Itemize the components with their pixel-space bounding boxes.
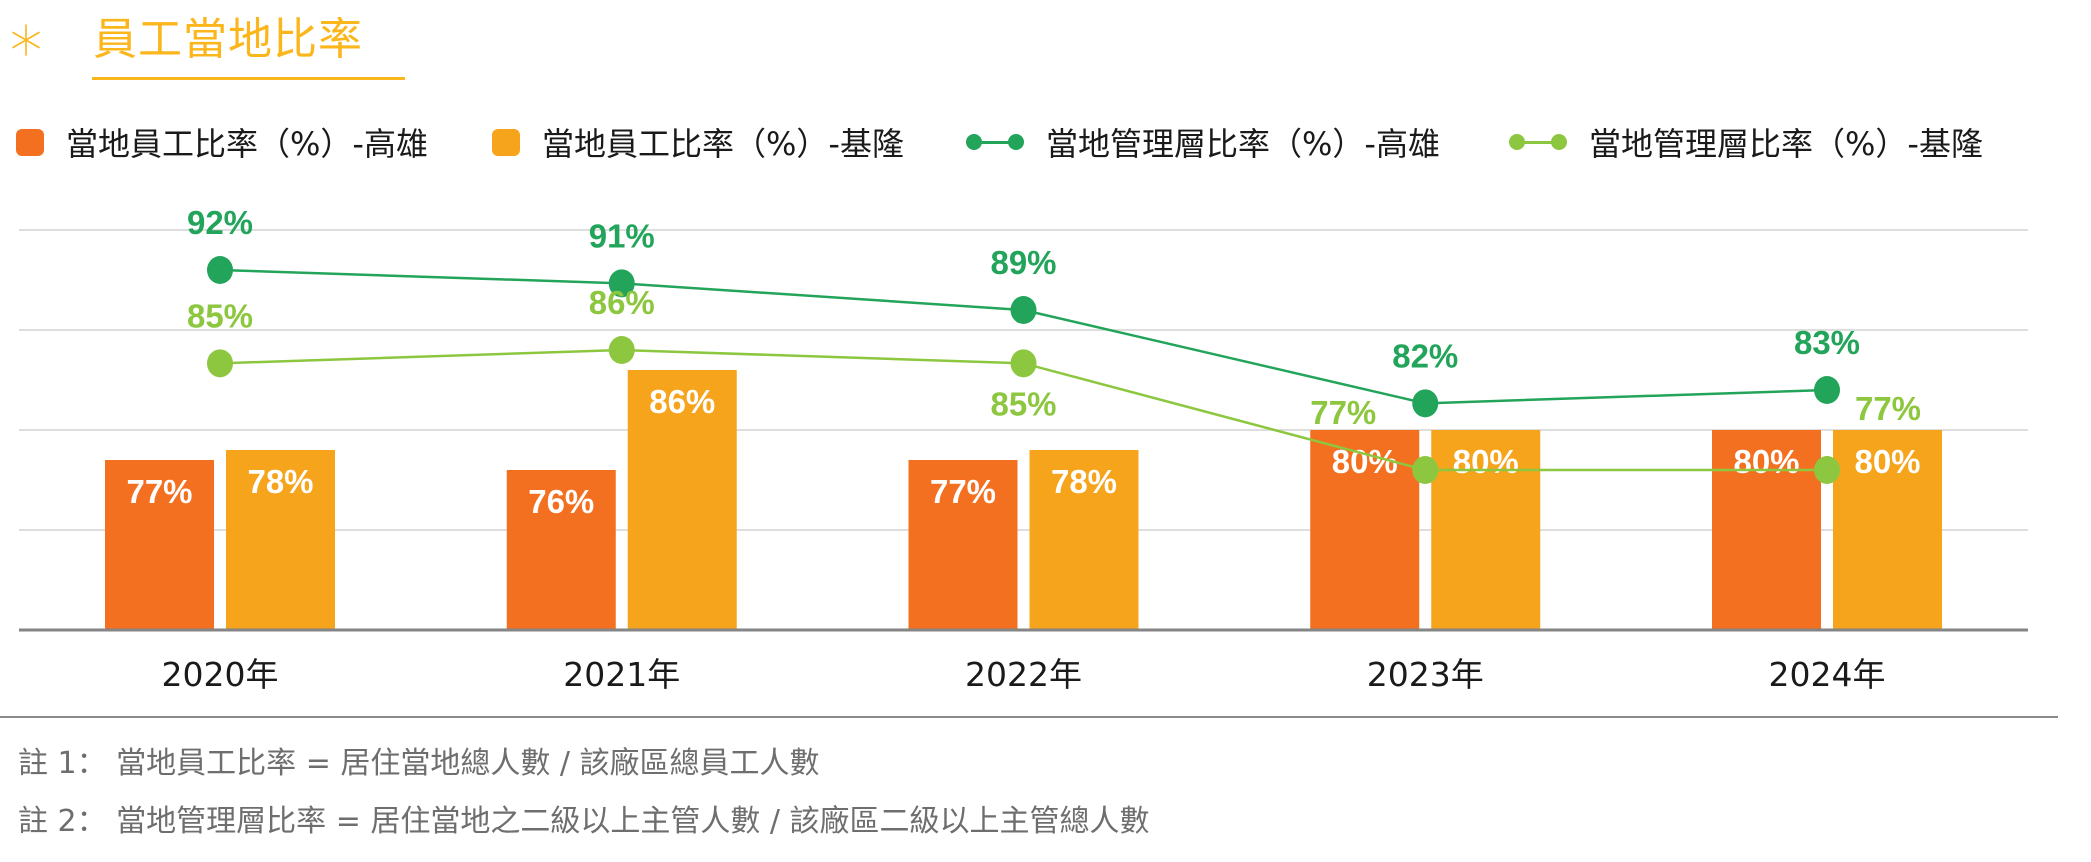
line-data-label: 86% — [589, 284, 655, 321]
legend-item-kaohsiung-employee: 當地員工比率（%）-高雄 — [16, 122, 428, 163]
bar-data-label: 76% — [528, 483, 594, 520]
bar — [1712, 430, 1821, 630]
legend-label: 當地員工比率（%）-高雄 — [66, 125, 428, 163]
bar — [627, 370, 737, 630]
bar — [908, 460, 1018, 630]
bar-data-label: 78% — [1051, 463, 1117, 500]
yellow-square-icon — [492, 128, 520, 156]
chart-legend: 當地員工比率（%）-高雄 當地員工比率（%）-基隆 當地管理層比率（%）-高雄 … — [0, 122, 2091, 163]
bar-data-label: 80% — [1733, 443, 1799, 480]
bar-data-label: 80% — [1453, 443, 1519, 480]
bar — [1029, 450, 1139, 630]
line-point — [1010, 349, 1037, 378]
x-tick-label: 2020年 — [162, 655, 279, 694]
line-point — [1010, 296, 1037, 324]
x-tick-label: 2021年 — [563, 655, 680, 694]
line-point — [1814, 456, 1840, 484]
line-data-label: 77% — [1855, 390, 1921, 427]
title-underline — [92, 77, 405, 80]
line-data-label: 85% — [990, 385, 1056, 422]
x-tick-label: 2024年 — [1769, 655, 1886, 694]
light-green-line-marker-icon — [1509, 132, 1567, 152]
dark-green-line-marker-icon — [966, 132, 1024, 152]
kaohsiung-management-line — [219, 268, 1828, 405]
line-point — [207, 349, 233, 378]
bar — [105, 460, 214, 630]
legend-item-kaohsiung-management: 當地管理層比率（%）-高雄 — [966, 122, 1440, 163]
legend-label: 當地管理層比率（%）-基隆 — [1589, 125, 1983, 163]
orange-square-icon — [16, 128, 44, 156]
line-point — [1412, 389, 1439, 418]
asterisk-icon — [12, 24, 40, 56]
line-data-label: 83% — [1794, 324, 1860, 361]
footer-separator — [0, 716, 2058, 718]
line-data-label: 82% — [1392, 337, 1458, 374]
note-1: 註 1： 當地員工比率 = 居住當地總人數 / 該廠區總員工人數 — [18, 746, 820, 781]
x-tick-label: 2023年 — [1367, 655, 1484, 694]
line-data-label: 85% — [187, 297, 253, 334]
chart-title: 員工當地比率 — [93, 14, 363, 65]
bar — [1431, 430, 1541, 630]
line-data-label: 89% — [990, 244, 1056, 281]
bar — [226, 450, 335, 630]
bar-data-label: 77% — [126, 473, 192, 510]
line-point — [608, 336, 635, 364]
line-point — [1412, 456, 1439, 484]
line-point — [1814, 376, 1840, 404]
line-data-label: 92% — [187, 204, 253, 241]
note-2: 註 2： 當地管理層比率 = 居住當地之二級以上主管人數 / 該廠區二級以上主管… — [18, 804, 1150, 839]
line-point — [207, 256, 233, 284]
bar — [1833, 430, 1942, 630]
bar-data-label: 77% — [930, 473, 996, 510]
bar-data-label: 86% — [649, 383, 715, 420]
line-data-label: 77% — [1310, 394, 1376, 431]
line-data-label: 91% — [589, 217, 655, 254]
line-point — [608, 269, 635, 298]
x-tick-label: 2022年 — [965, 655, 1082, 694]
legend-label: 當地員工比率（%）-基隆 — [542, 125, 904, 163]
bar-data-label: 78% — [247, 463, 313, 500]
legend-item-keelung-management: 當地管理層比率（%）-基隆 — [1509, 122, 1983, 163]
legend-label: 當地管理層比率（%）-高雄 — [1046, 125, 1440, 163]
bar-data-label: 80% — [1854, 443, 1920, 480]
bar — [506, 470, 616, 630]
legend-item-keelung-employee: 當地員工比率（%）-基隆 — [492, 122, 904, 163]
